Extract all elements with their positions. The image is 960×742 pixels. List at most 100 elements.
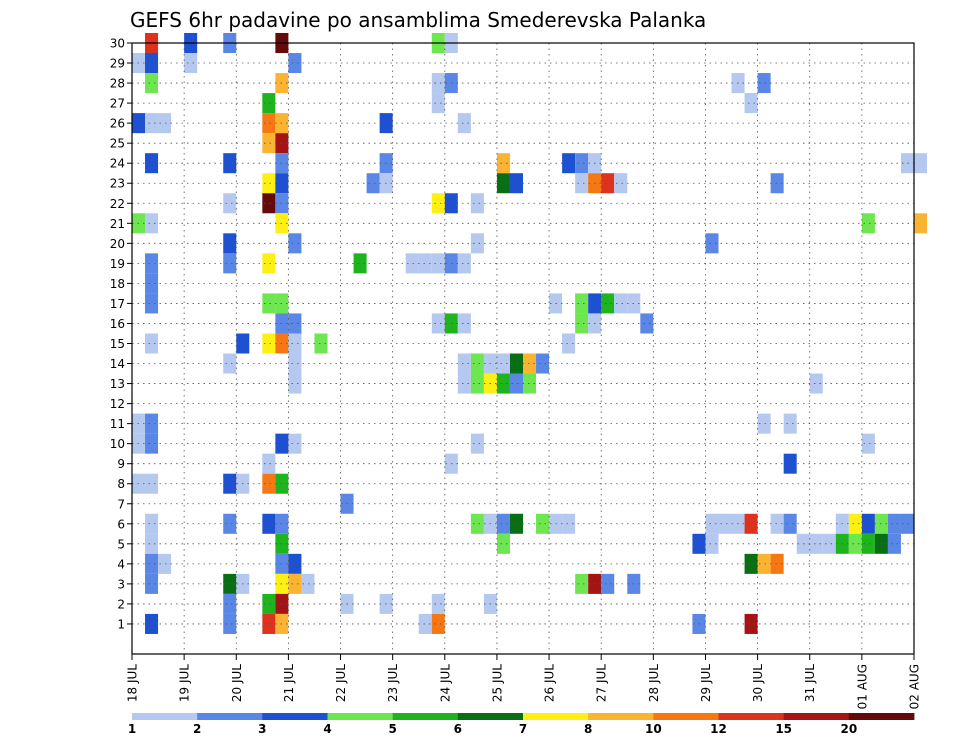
heatmap-cell — [262, 93, 276, 114]
heatmap-cell — [523, 373, 537, 394]
heatmap-cell — [223, 473, 237, 494]
colorbar-swatch — [718, 713, 785, 720]
x-tick-label: 02 AUG — [908, 664, 922, 709]
heatmap-cell — [145, 73, 159, 94]
heatmap-cell — [431, 313, 445, 334]
x-tick-label: 29 JUL — [699, 664, 713, 702]
y-tick-label: 21 — [110, 217, 125, 231]
heatmap-cell — [145, 293, 159, 314]
heatmap-cell — [496, 353, 510, 374]
y-tick-label: 3 — [117, 577, 125, 591]
heatmap-cell — [575, 173, 589, 194]
heatmap-cell — [575, 573, 589, 594]
heatmap-cell — [744, 513, 758, 534]
chart-title: GEFS 6hr padavine po ansamblima Smederev… — [130, 8, 706, 32]
heatmap-cell — [431, 93, 445, 114]
heatmap-cell — [288, 233, 302, 254]
heatmap-cell — [861, 513, 875, 534]
heatmap-cell — [861, 533, 875, 554]
heatmap-cell — [457, 313, 471, 334]
y-tick-label: 24 — [110, 157, 125, 171]
heatmap-cell — [431, 73, 445, 94]
heatmap-cell — [431, 613, 445, 634]
x-tick-label: 21 JUL — [282, 664, 296, 702]
heatmap-cell — [705, 233, 719, 254]
colorbar-label: 1 — [128, 722, 136, 736]
heatmap-cell — [496, 153, 510, 174]
heatmap-cell — [861, 213, 875, 234]
colorbar-label: 4 — [323, 722, 331, 736]
colorbar-swatch — [848, 713, 915, 720]
heatmap-cell — [601, 293, 615, 314]
heatmap-cell — [822, 533, 836, 554]
heatmap-cell — [145, 413, 159, 434]
heatmap-cell — [509, 173, 523, 194]
heatmap-cell — [288, 53, 302, 74]
heatmap-cell — [353, 253, 367, 274]
x-tick-label: 19 JUL — [178, 664, 192, 702]
heatmap-cell — [288, 553, 302, 574]
heatmap-cell — [145, 213, 159, 234]
x-tick-label: 28 JUL — [647, 664, 661, 702]
x-tick-label: 25 JUL — [490, 664, 504, 702]
heatmap-cell — [496, 533, 510, 554]
heatmap-cell — [262, 253, 276, 274]
y-tick-label: 20 — [110, 237, 125, 251]
heatmap-cell — [145, 573, 159, 594]
heatmap-cell — [770, 173, 784, 194]
heatmap-cell — [770, 553, 784, 574]
colorbar-swatch — [262, 713, 328, 720]
heatmap-cell — [887, 513, 901, 534]
heatmap-cell — [783, 453, 797, 474]
heatmap-cell — [848, 513, 862, 534]
heatmap-cell — [470, 513, 484, 534]
heatmap-cell — [640, 313, 654, 334]
x-tick-label: 26 JUL — [543, 664, 557, 702]
y-tick-label: 26 — [110, 117, 125, 131]
heatmap-cell — [770, 513, 784, 534]
heatmap-cell — [262, 113, 276, 134]
y-tick-label: 7 — [117, 497, 125, 511]
heatmap-cell — [809, 533, 823, 554]
colorbar-label: 15 — [775, 722, 792, 736]
heatmap-cell — [783, 513, 797, 534]
heatmap-cell — [262, 193, 276, 214]
plot-frame — [131, 42, 915, 655]
colorbar-swatch — [457, 713, 524, 720]
heatmap-cell — [418, 253, 432, 274]
heatmap-cell — [496, 513, 510, 534]
heatmap-cell — [744, 93, 758, 114]
heatmap-cell — [457, 253, 471, 274]
y-tick-label: 30 — [110, 37, 125, 51]
heatmap-cell — [900, 513, 914, 534]
heatmap-cell — [223, 573, 237, 594]
heatmap-cell — [145, 513, 159, 534]
heatmap-cell — [145, 273, 159, 294]
heatmap-cell — [262, 473, 276, 494]
heatmap-cell — [145, 253, 159, 274]
colorbar-label: 6 — [454, 722, 462, 736]
x-tick-label: 18 JUL — [126, 664, 140, 702]
heatmap-cell — [262, 593, 276, 614]
colorbar-label: 10 — [645, 722, 662, 736]
heatmap-cell — [614, 293, 628, 314]
heatmap-cell — [509, 353, 523, 374]
heatmap-cell — [158, 553, 172, 574]
y-tick-label: 22 — [110, 197, 125, 211]
heatmap-cell — [262, 513, 276, 534]
colorbar-swatch — [392, 713, 459, 720]
y-axis-ticks: 1234567891011121314151617181920212223242… — [110, 37, 132, 631]
y-tick-label: 11 — [110, 417, 125, 431]
heatmap-cell — [262, 453, 276, 474]
heatmap-cell — [314, 333, 328, 354]
y-tick-label: 27 — [110, 97, 125, 111]
heatmap-cell — [145, 533, 159, 554]
y-tick-label: 5 — [117, 537, 125, 551]
heatmap-cell — [575, 153, 589, 174]
heatmap-cell — [848, 533, 862, 554]
heatmap-cell — [431, 193, 445, 214]
heatmap-cell — [575, 293, 589, 314]
heatmap-cell — [562, 333, 576, 354]
heatmap-cell — [562, 513, 576, 534]
